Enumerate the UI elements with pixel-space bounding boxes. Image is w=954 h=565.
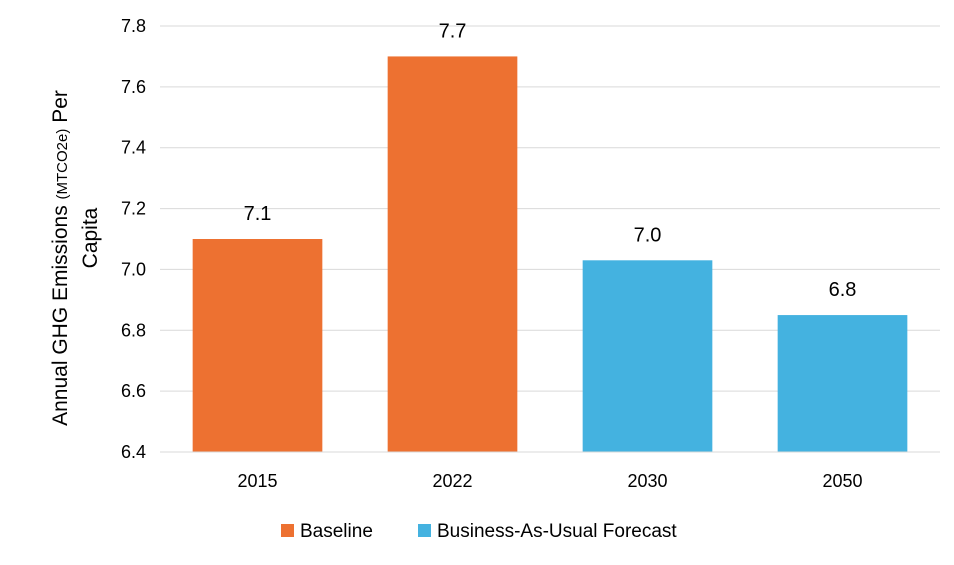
- data-labels: 7.1 7.7 7.0 6.8: [244, 20, 857, 301]
- data-label-2030: 7.0: [634, 224, 662, 246]
- legend-swatch-bau-forecast: [418, 524, 431, 537]
- x-tick-label-2050: 2050: [822, 471, 862, 491]
- x-axis-categories: 2015 2022 2030 2050: [237, 471, 862, 491]
- bar-2030: [582, 260, 713, 452]
- y-axis-label-unit: (MTCO2e): [54, 129, 71, 200]
- bar-2050: [777, 315, 908, 452]
- bars: [192, 56, 908, 453]
- x-tick-label-2022: 2022: [432, 471, 472, 491]
- legend-label-baseline: Baseline: [300, 521, 373, 542]
- data-label-2022: 7.7: [439, 20, 467, 42]
- y-tick-label: 6.6: [121, 381, 146, 401]
- y-axis-ticks: 6.4 6.6 6.8 7.0 7.2 7.4 7.6 7.8: [121, 16, 146, 462]
- y-tick-label: 7.4: [121, 138, 146, 158]
- data-label-2015: 7.1: [244, 203, 272, 225]
- y-tick-label: 7.6: [121, 77, 146, 97]
- y-tick-label: 7.2: [121, 199, 146, 219]
- y-tick-label: 7.8: [121, 16, 146, 36]
- y-axis-label-suffix: Per: [49, 90, 72, 129]
- y-axis-label: Annual GHG Emissions (MTCO2e) Per: [49, 90, 72, 426]
- y-tick-label: 7.0: [121, 259, 146, 279]
- y-tick-label: 6.8: [121, 320, 146, 340]
- y-tick-label: 6.4: [121, 442, 146, 462]
- x-tick-label-2015: 2015: [237, 471, 277, 491]
- data-label-2050: 6.8: [829, 279, 857, 301]
- y-axis-label-prefix: Annual GHG Emissions: [49, 199, 72, 425]
- x-tick-label-2030: 2030: [627, 471, 667, 491]
- legend-label-bau-forecast: Business-As-Usual Forecast: [437, 521, 677, 542]
- legend-swatch-baseline: [281, 524, 294, 537]
- bar-2022: [387, 56, 518, 453]
- bar-2015: [192, 239, 323, 452]
- legend: Baseline Business-As-Usual Forecast: [281, 521, 677, 542]
- y-axis-label-line2: Capita: [79, 207, 102, 268]
